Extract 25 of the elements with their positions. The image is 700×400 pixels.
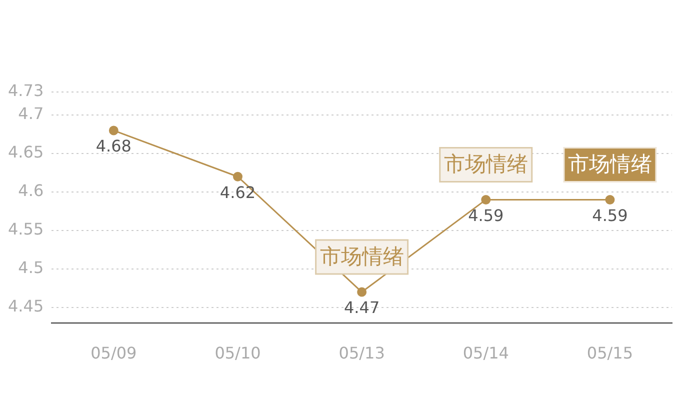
- annotation: 市场情绪: [320, 244, 404, 268]
- x-tick-label: 05/15: [586, 344, 634, 363]
- point: [232, 172, 242, 182]
- data-label: 4.62: [220, 182, 256, 202]
- data-label: 4.59: [468, 206, 504, 225]
- point: [481, 194, 491, 204]
- point: [605, 194, 615, 204]
- y-tick-label: 4.7: [18, 104, 44, 124]
- data-label: 4.68: [96, 136, 132, 156]
- x-tick-label: 05/14: [462, 344, 509, 363]
- y-tick-label: 4.45: [8, 296, 44, 316]
- y-tick-label: 4.73: [8, 81, 44, 100]
- y-tick-label: 4.5: [18, 258, 44, 278]
- point: [357, 287, 367, 297]
- x-tick-label: 05/09: [90, 344, 137, 363]
- y-tick-label: 4.6: [18, 181, 44, 200]
- data-label: 4.47: [344, 298, 380, 318]
- y-tick-label: 4.65: [8, 142, 44, 162]
- x-tick-label: 05/10: [214, 344, 261, 363]
- annotation: 市场情绪: [444, 152, 528, 176]
- data-label: 4.59: [592, 206, 628, 225]
- x-tick-label: 05/13: [338, 344, 385, 363]
- annotation: 市场情绪: [568, 152, 652, 176]
- y-tick-label: 4.55: [8, 220, 44, 239]
- point: [108, 126, 118, 136]
